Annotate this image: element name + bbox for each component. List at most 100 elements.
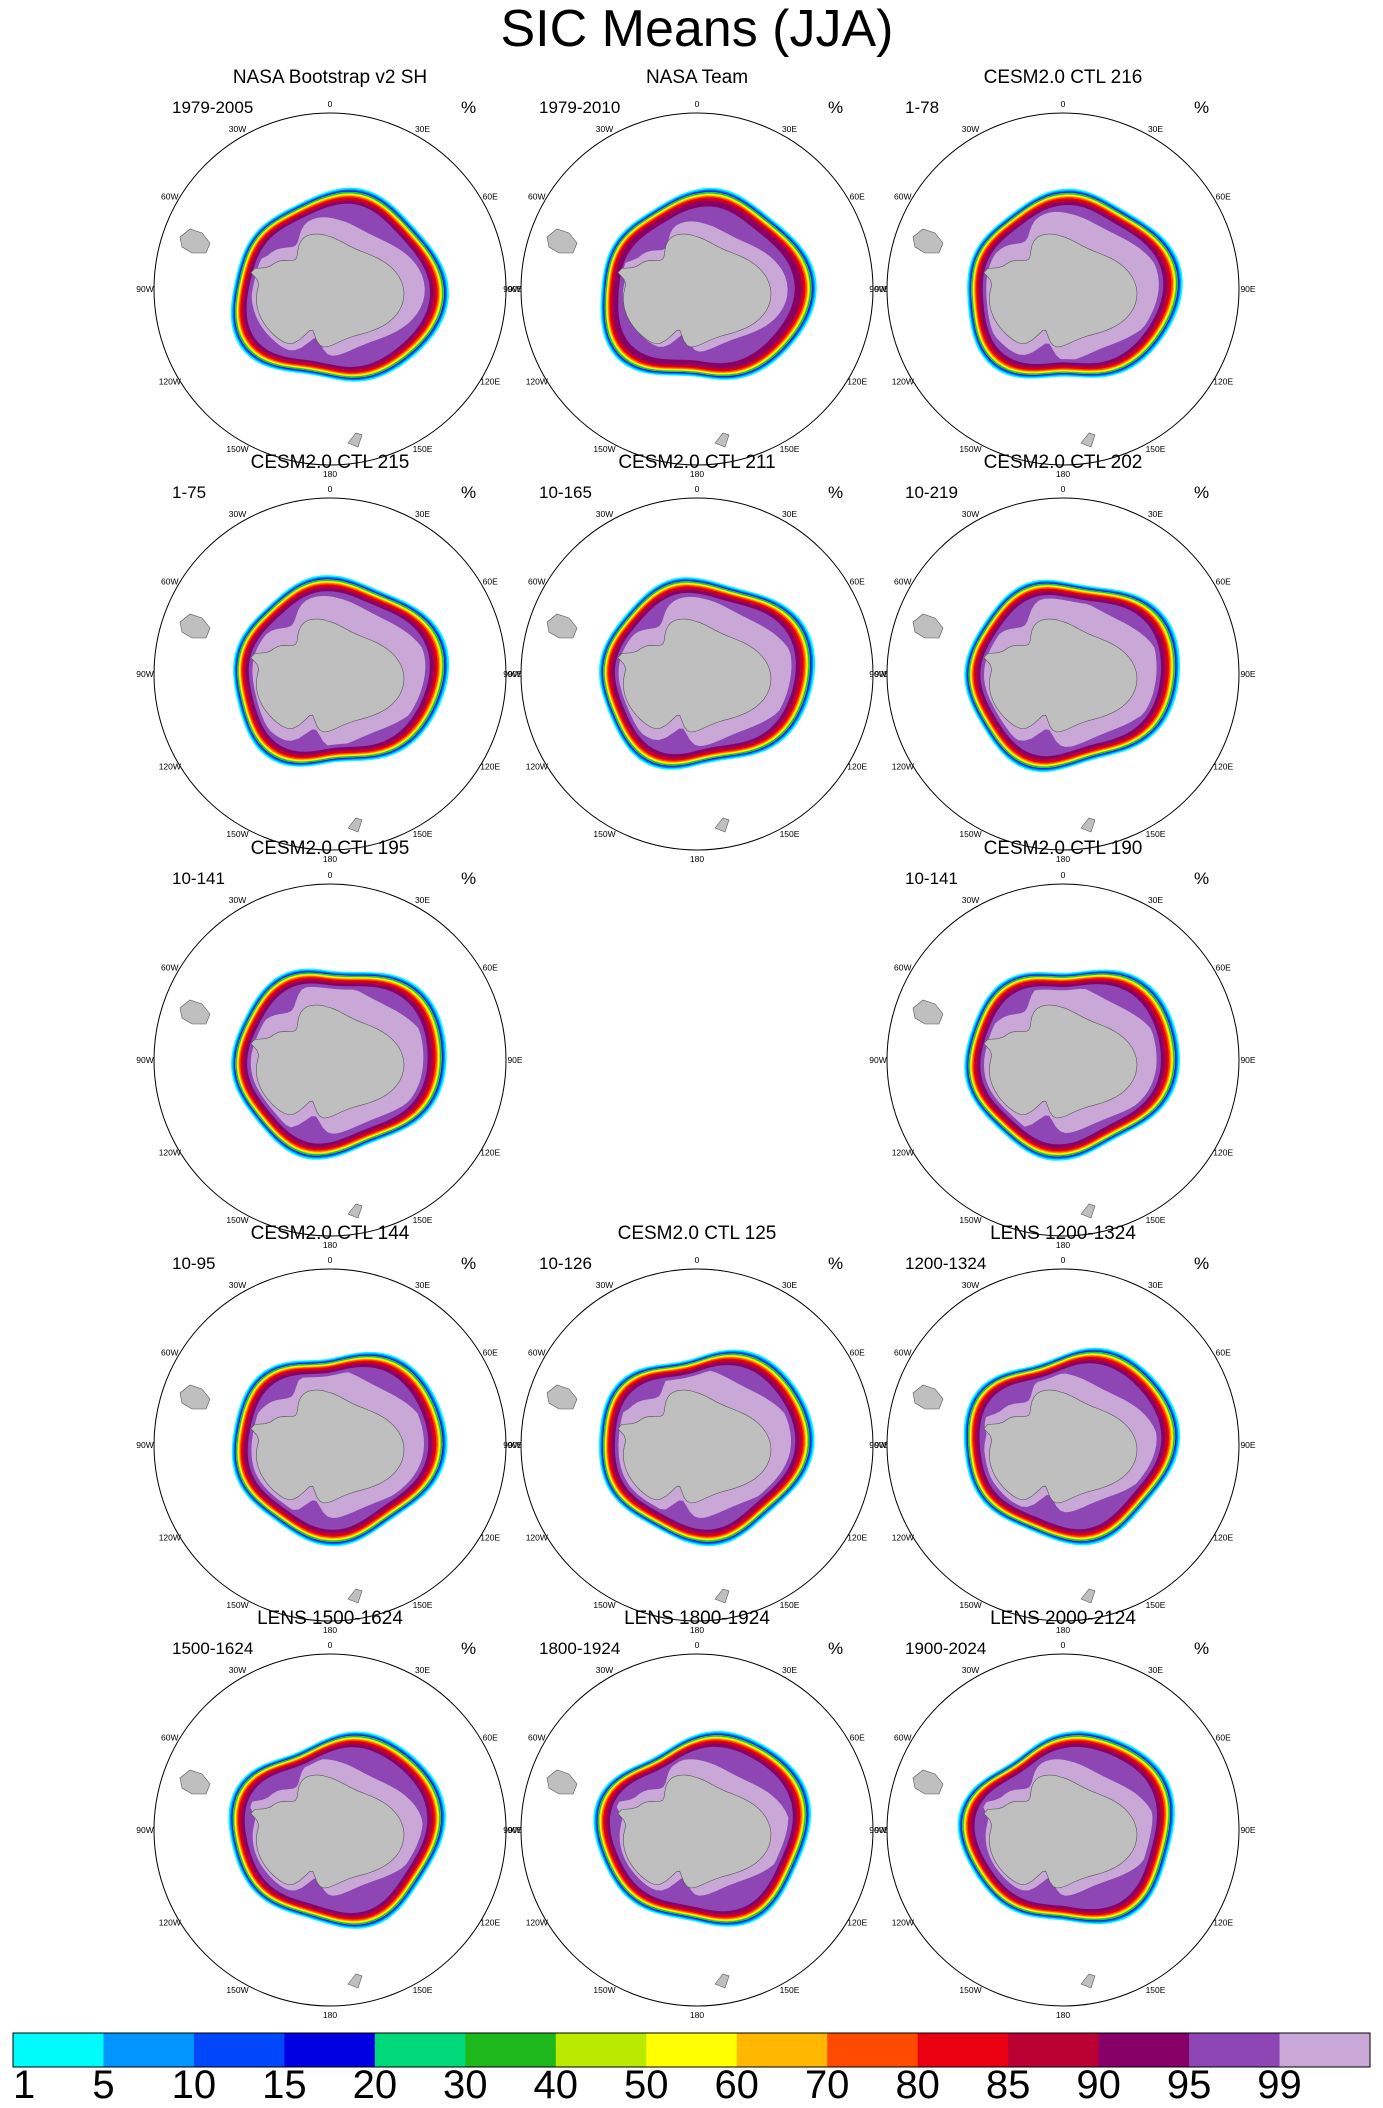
longitude-label: 120E bbox=[480, 377, 500, 387]
longitude-label: 120E bbox=[847, 377, 867, 387]
south-america-land bbox=[912, 1769, 944, 1795]
south-america-land bbox=[546, 613, 578, 639]
longitude-label: 150E bbox=[1146, 829, 1166, 839]
colorbar-tick-label: 95 bbox=[1167, 2063, 1212, 2107]
longitude-label: 60E bbox=[1216, 1348, 1231, 1358]
longitude-label: 120W bbox=[526, 1918, 548, 1928]
longitude-label: 30E bbox=[415, 1665, 430, 1675]
map-panel: CESM2.0 CTL 216 1-78 % 0 30E 60E 90E 120E 150E 18… bbox=[869, 67, 1256, 479]
panel-units: % bbox=[828, 1254, 843, 1273]
map-panel: CESM2.0 CTL 144 10-95 % 0 30E 60E 90E 120E 150E 1… bbox=[136, 1223, 523, 1635]
colorbar-swatch bbox=[1098, 2033, 1190, 2067]
south-america-land bbox=[179, 613, 211, 639]
south-america-land bbox=[912, 228, 944, 254]
longitude-label: 90W bbox=[869, 1825, 886, 1835]
longitude-label: 60E bbox=[850, 577, 865, 587]
longitude-label: 60E bbox=[1216, 1733, 1231, 1743]
longitude-label: 120W bbox=[892, 762, 914, 772]
new-zealand-land bbox=[347, 817, 363, 833]
colorbar-tick-label: 50 bbox=[624, 2063, 669, 2107]
colorbar-frame bbox=[12, 2032, 1371, 2068]
south-america-land bbox=[179, 999, 211, 1025]
panel-title: CESM2.0 CTL 190 bbox=[984, 838, 1143, 859]
longitude-label: 150W bbox=[593, 1985, 615, 1995]
panel-period: 1-75 bbox=[172, 483, 206, 502]
longitude-label: 30W bbox=[229, 124, 246, 134]
longitude-label: 180 bbox=[323, 469, 337, 479]
new-zealand-land bbox=[347, 432, 363, 448]
longitude-label: 150W bbox=[959, 444, 981, 454]
colorbar-swatch bbox=[827, 2033, 919, 2067]
longitude-label: 180 bbox=[323, 1625, 337, 1635]
map-panel: CESM2.0 CTL 125 10-126 % 0 30E 60E 90E 120E 150E… bbox=[503, 1223, 890, 1635]
longitude-label: 120E bbox=[1213, 1533, 1233, 1543]
longitude-label: 150E bbox=[1146, 444, 1166, 454]
colorbar-tick-label: 30 bbox=[443, 2063, 488, 2107]
longitude-label: 60W bbox=[528, 1733, 545, 1743]
panel-title: CESM2.0 CTL 215 bbox=[251, 452, 410, 473]
longitude-label: 60W bbox=[161, 963, 178, 973]
panel-units: % bbox=[828, 1639, 843, 1658]
longitude-label: 60W bbox=[161, 577, 178, 587]
longitude-label: 30W bbox=[962, 895, 979, 905]
longitude-label: 30W bbox=[229, 509, 246, 519]
longitude-label: 30E bbox=[1148, 895, 1163, 905]
longitude-label: 60W bbox=[894, 1733, 911, 1743]
longitude-label: 150E bbox=[780, 444, 800, 454]
map-panel: CESM2.0 CTL 215 1-75 % 0 30E 60E 90E 120E 150E 18… bbox=[136, 452, 523, 864]
panel-units: % bbox=[1194, 869, 1209, 888]
longitude-label: 0 bbox=[695, 1255, 700, 1265]
longitude-label: 150E bbox=[1146, 1985, 1166, 1995]
panel-period: 1200-1324 bbox=[905, 1254, 986, 1273]
longitude-label: 30E bbox=[1148, 1665, 1163, 1675]
longitude-label: 60E bbox=[1216, 192, 1231, 202]
panel-title: CESM2.0 CTL 202 bbox=[984, 452, 1143, 473]
panel-title: CESM2.0 CTL 144 bbox=[251, 1223, 410, 1244]
antarctica-land bbox=[617, 233, 772, 348]
colorbar-swatch bbox=[555, 2033, 647, 2067]
longitude-label: 120W bbox=[892, 1148, 914, 1158]
longitude-label: 90E bbox=[874, 1825, 889, 1835]
colorbar-tick-label: 40 bbox=[534, 2063, 579, 2107]
panel-period: 1500-1624 bbox=[172, 1639, 253, 1658]
panel-units: % bbox=[828, 98, 843, 117]
longitude-label: 120W bbox=[159, 377, 181, 387]
longitude-label: 180 bbox=[690, 854, 704, 864]
longitude-label: 90W bbox=[869, 669, 886, 679]
antarctica-land bbox=[250, 618, 405, 733]
longitude-label: 0 bbox=[1061, 99, 1066, 109]
longitude-label: 150E bbox=[780, 1600, 800, 1610]
longitude-label: 30E bbox=[782, 1280, 797, 1290]
panel-period: 10-95 bbox=[172, 1254, 215, 1273]
new-zealand-land bbox=[347, 1203, 363, 1219]
longitude-label: 180 bbox=[690, 2010, 704, 2020]
colorbar-swatch bbox=[1279, 2033, 1371, 2067]
longitude-label: 90W bbox=[503, 1440, 520, 1450]
longitude-label: 90E bbox=[874, 669, 889, 679]
longitude-label: 30W bbox=[962, 124, 979, 134]
panel-units: % bbox=[461, 1639, 476, 1658]
longitude-label: 90W bbox=[136, 1440, 153, 1450]
longitude-label: 30E bbox=[782, 1665, 797, 1675]
longitude-label: 180 bbox=[323, 1240, 337, 1250]
longitude-label: 30W bbox=[229, 1280, 246, 1290]
longitude-label: 120W bbox=[892, 1918, 914, 1928]
longitude-label: 30W bbox=[596, 509, 613, 519]
longitude-label: 120W bbox=[159, 1918, 181, 1928]
longitude-label: 90E bbox=[507, 669, 522, 679]
south-america-land bbox=[546, 228, 578, 254]
longitude-label: 120E bbox=[480, 1918, 500, 1928]
longitude-label: 60E bbox=[483, 1348, 498, 1358]
panel-title: CESM2.0 CTL 211 bbox=[618, 452, 775, 473]
longitude-label: 0 bbox=[695, 99, 700, 109]
colorbar-swatch bbox=[1008, 2033, 1100, 2067]
longitude-label: 60W bbox=[161, 1733, 178, 1743]
longitude-label: 120W bbox=[526, 377, 548, 387]
longitude-label: 90W bbox=[869, 284, 886, 294]
longitude-label: 120E bbox=[480, 1148, 500, 1158]
longitude-label: 150W bbox=[593, 444, 615, 454]
longitude-label: 60E bbox=[1216, 577, 1231, 587]
